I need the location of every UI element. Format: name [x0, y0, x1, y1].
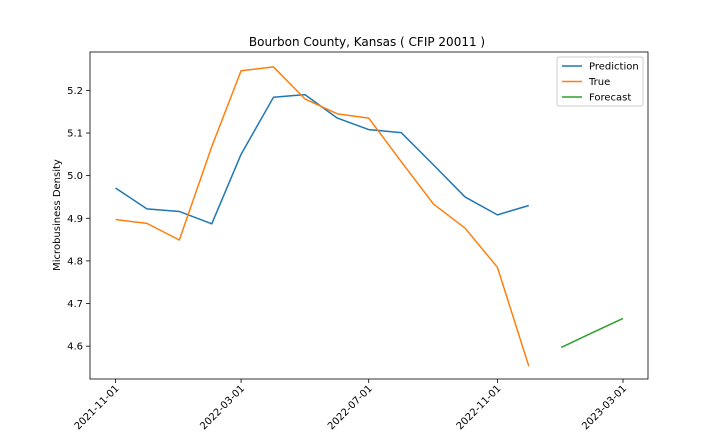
y-tick-label: 5.0 — [67, 171, 83, 182]
legend: Prediction True Forecast — [556, 56, 644, 107]
x-tick-label: 2022-03-01 — [198, 383, 247, 432]
y-tick-label: 5.1 — [67, 129, 83, 140]
x-tick-label: 2022-07-01 — [326, 383, 375, 432]
y-tick-label: 4.9 — [67, 214, 83, 225]
y-tick-label: 5.2 — [67, 86, 83, 97]
y-tick-label: 4.6 — [67, 342, 83, 353]
series-layer — [115, 66, 624, 367]
y-axis-label: Microbusiness Density — [52, 159, 63, 271]
chart-title: Bourbon County, Kansas ( CFIP 20011 ) — [249, 35, 485, 49]
legend-label-true: True — [588, 77, 610, 88]
y-tick-label: 4.8 — [67, 256, 83, 267]
x-tick-label: 2023-03-01 — [580, 383, 629, 432]
series-line-forecast — [560, 317, 624, 349]
series-line-prediction — [115, 93, 530, 225]
legend-label-prediction: Prediction — [589, 62, 639, 73]
y-tick-label: 4.7 — [67, 299, 83, 310]
x-tick-label: 2022-11-01 — [455, 383, 504, 432]
x-tick-label: 2021-11-01 — [73, 383, 122, 432]
legend-label-forecast: Forecast — [589, 93, 631, 104]
series-line-true — [115, 66, 530, 367]
ticks-layer: 4.6 4.7 4.8 4.9 5.0 5.1 5.2 2021-11-01 2022-03-0… — [67, 86, 629, 432]
legend-box — [556, 56, 644, 107]
